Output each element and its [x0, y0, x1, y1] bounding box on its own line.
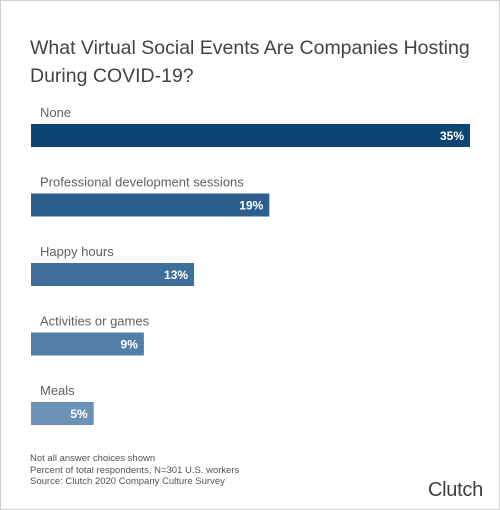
note-line: Not all answer choices shown: [30, 453, 156, 464]
bar: [31, 263, 195, 286]
source-line: Source: Clutch 2020 Company Culture Surv…: [30, 476, 225, 487]
chart-notes: Not all answer choices shown Percent of …: [30, 453, 360, 488]
clutch-logo: Clutch: [428, 479, 483, 501]
category-label: Professional development sessions: [40, 175, 244, 190]
bar: [31, 193, 270, 217]
chart-title: What Virtual Social Events Are Companies…: [30, 37, 470, 87]
category-label: Happy hours: [40, 244, 114, 259]
value-label: 19%: [239, 199, 263, 213]
note-line: Percent of total respondents, N=301 U.S.…: [30, 464, 240, 476]
value-label: 35%: [440, 129, 464, 143]
value-label: 5%: [70, 407, 88, 421]
bar: [31, 124, 470, 147]
value-label: 13%: [164, 268, 188, 282]
category-label: Activities or games: [40, 314, 150, 329]
bar: [31, 332, 144, 356]
category-label: None: [40, 105, 71, 120]
bar: [31, 402, 94, 425]
value-label: 9%: [121, 338, 139, 352]
category-label: Meals: [40, 383, 75, 398]
